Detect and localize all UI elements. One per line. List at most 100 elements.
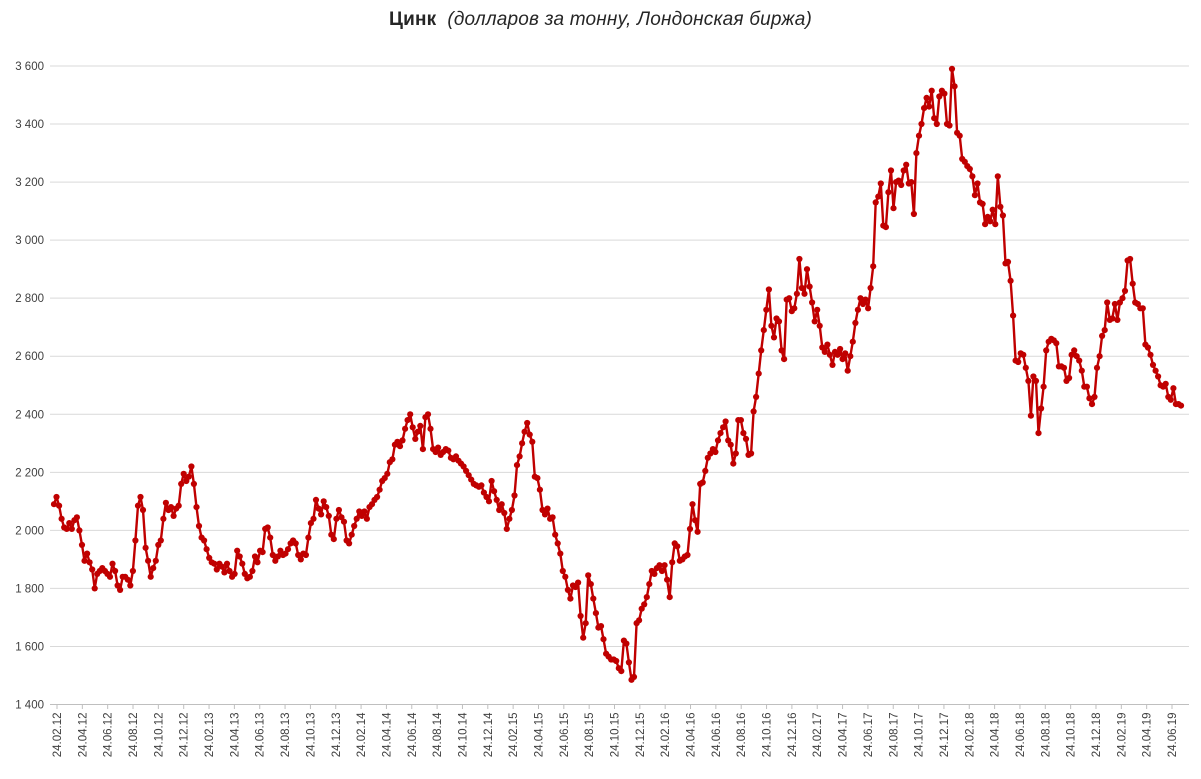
- data-point: [124, 576, 131, 583]
- data-point: [834, 351, 841, 358]
- x-axis-label: 24.02.16: [660, 713, 672, 758]
- data-point: [636, 617, 643, 624]
- data-point: [513, 462, 521, 469]
- data-point: [254, 559, 261, 566]
- data-point: [402, 425, 409, 432]
- data-point: [811, 318, 818, 325]
- data-point: [903, 161, 910, 168]
- data-point: [806, 283, 813, 290]
- data-point: [175, 502, 182, 509]
- data-point: [315, 505, 322, 512]
- data-point: [112, 567, 119, 575]
- data-point: [305, 534, 312, 541]
- data-point: [346, 540, 353, 547]
- data-point: [737, 417, 745, 424]
- data-point: [318, 511, 325, 518]
- chart-title: Цинк (долларов за тонну, Лондонская бирж…: [0, 9, 1201, 31]
- data-point: [193, 504, 200, 511]
- data-point: [1152, 367, 1159, 374]
- data-point: [145, 557, 152, 564]
- data-point: [269, 551, 276, 559]
- data-point: [127, 582, 134, 589]
- data-point: [1104, 299, 1111, 306]
- data-point: [404, 417, 411, 424]
- data-point: [351, 522, 358, 530]
- x-axis-label: 24.10.13: [305, 713, 317, 758]
- y-axis-label: 2 200: [15, 467, 44, 479]
- data-point: [142, 544, 149, 551]
- x-axis-labels: 24.02.12 24.04.12 24.06.12 24.08.12 24.10.12…: [52, 712, 1179, 757]
- data-point: [223, 560, 231, 567]
- data-point: [1035, 430, 1042, 437]
- data-point: [91, 585, 98, 592]
- x-axis-label: 24.02.19: [1116, 713, 1128, 758]
- data-point: [221, 569, 228, 576]
- data-point: [908, 179, 915, 186]
- chart-title-subtitle: (долларов за тонну, Лондонская биржа): [447, 9, 812, 30]
- x-axis-label: 24.06.18: [1015, 713, 1027, 758]
- x-axis-label: 24.08.17: [888, 713, 900, 758]
- x-axis-ticks: [56, 704, 1173, 709]
- data-point: [618, 668, 625, 675]
- data-point: [758, 347, 765, 354]
- data-point: [68, 525, 75, 533]
- chart-title-main: Цинк: [389, 9, 437, 30]
- data-point: [1027, 412, 1034, 419]
- y-axis-label: 2 600: [15, 351, 44, 363]
- data-point: [1032, 377, 1040, 384]
- data-point: [567, 595, 574, 602]
- data-point: [234, 547, 241, 554]
- y-axis-label: 2 000: [15, 525, 44, 537]
- data-point: [195, 522, 203, 530]
- data-point: [1114, 316, 1121, 323]
- data-point: [852, 319, 859, 326]
- data-point: [325, 512, 332, 520]
- x-axis-label: 24.08.18: [1040, 713, 1052, 758]
- data-point: [524, 419, 531, 427]
- x-axis-label: 24.02.17: [812, 713, 824, 758]
- data-point: [778, 347, 785, 354]
- data-point: [755, 370, 762, 377]
- x-axis-label: 24.04.12: [77, 713, 89, 758]
- data-point: [389, 456, 396, 463]
- data-point: [844, 367, 851, 374]
- data-point: [643, 594, 650, 601]
- data-point: [1099, 332, 1106, 339]
- data-point: [630, 673, 638, 681]
- data-point: [862, 296, 869, 303]
- data-point: [656, 562, 663, 569]
- x-axis-label: 24.04.14: [381, 712, 393, 757]
- data-point: [750, 408, 757, 415]
- data-point: [384, 470, 391, 477]
- data-point: [84, 550, 91, 557]
- data-point: [1170, 385, 1177, 392]
- y-axis-label: 3 000: [15, 235, 44, 247]
- data-point: [946, 122, 953, 129]
- data-point: [274, 553, 281, 560]
- data-point: [236, 553, 243, 560]
- data-point: [251, 553, 259, 560]
- data-point: [1060, 364, 1068, 371]
- data-point: [559, 567, 566, 575]
- x-axis-label: 24.06.16: [711, 713, 723, 758]
- data-point: [340, 518, 348, 525]
- x-axis-label: 24.06.15: [559, 713, 571, 758]
- data-point: [226, 567, 233, 575]
- data-point: [399, 437, 406, 444]
- x-axis-label: 24.06.19: [1167, 713, 1179, 758]
- data-point: [923, 94, 930, 101]
- x-axis-label: 24.06.12: [103, 713, 115, 758]
- data-point: [81, 557, 88, 564]
- data-point: [870, 263, 877, 270]
- data-point: [1162, 380, 1169, 387]
- x-axis-label: 24.08.14: [432, 712, 444, 757]
- data-point: [966, 165, 973, 173]
- data-point: [353, 515, 360, 522]
- x-axis-label: 24.02.18: [964, 713, 976, 758]
- data-point: [264, 524, 271, 531]
- data-point: [363, 515, 370, 522]
- data-point: [1121, 287, 1129, 294]
- data-point: [493, 496, 500, 503]
- y-axis-label: 1 600: [15, 641, 44, 653]
- data-point: [1015, 358, 1022, 366]
